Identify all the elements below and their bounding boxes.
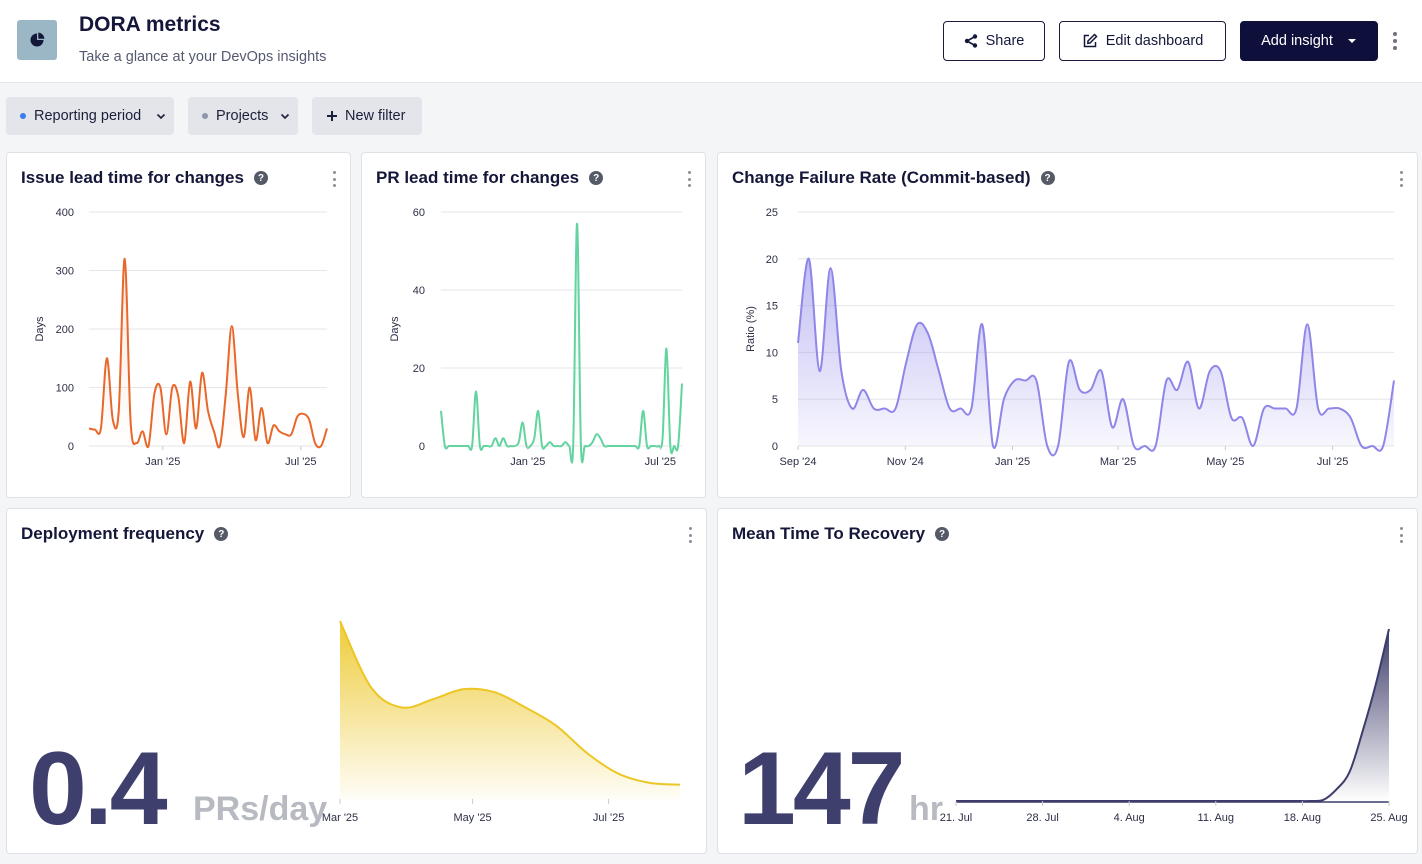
- filter-label: Projects: [216, 108, 269, 124]
- change-failure-rate-card: 0 5 10 15 20 25 Ratio (%) Sep '24 Nov '24 Jan '25…: [717, 152, 1418, 498]
- help-icon[interactable]: ?: [1040, 171, 1055, 185]
- series-line: [797, 257, 1395, 457]
- card-title: PR lead time for changes?: [376, 168, 604, 188]
- x-tick-label: 21. Jul: [940, 812, 972, 824]
- issue-lead-time-card: 0 100 200 300 400 Days Jan '25 Jul '25 Issue le…: [6, 152, 351, 498]
- y-tick-label: 40: [413, 285, 425, 297]
- more-options-icon[interactable]: [1387, 29, 1403, 53]
- edit-dashboard-button[interactable]: Edit dashboard: [1059, 21, 1226, 61]
- x-tick-label: Jul '25: [285, 456, 316, 468]
- plus-icon: [327, 111, 337, 121]
- y-tick-label: 100: [56, 383, 74, 395]
- x-tick-label: Jan '25: [510, 456, 545, 468]
- edit-icon: [1083, 33, 1098, 48]
- y-tick-label: 300: [56, 266, 74, 278]
- new-filter-button[interactable]: New filter: [312, 97, 422, 135]
- y-tick-label: 25: [766, 207, 778, 219]
- series-area: [956, 629, 1389, 802]
- card-title: Deployment frequency?: [21, 524, 229, 544]
- x-tick-label: 4. Aug: [1114, 812, 1145, 824]
- mttr-value: 147: [738, 731, 906, 847]
- page-title: DORA metrics: [79, 13, 221, 36]
- deployment-frequency-card: Mar '25 May '25 Jul '25 Deployment frequen…: [6, 508, 707, 854]
- series-area: [89, 258, 327, 448]
- pie-chart-icon: [30, 32, 45, 47]
- x-tick-label: Sep '24: [780, 456, 817, 468]
- x-tick-label: Mar '25: [1100, 456, 1136, 468]
- filter-projects[interactable]: Projects: [188, 97, 298, 135]
- series-line: [956, 628, 1390, 803]
- help-icon[interactable]: ?: [589, 171, 604, 185]
- share-icon: [964, 34, 977, 48]
- y-tick-label: 0: [419, 441, 425, 453]
- dashboard-icon: [17, 20, 57, 60]
- y-tick-label: 0: [772, 441, 778, 453]
- y-tick-label: 60: [413, 207, 425, 219]
- mean-time-to-recovery-card: 21. Jul 28. Jul 4. Aug 11. Aug 18. Aug 25. Au…: [717, 508, 1418, 854]
- x-tick-label: Jan '25: [995, 456, 1030, 468]
- help-icon[interactable]: ?: [253, 171, 268, 185]
- card-title: Change Failure Rate (Commit-based)?: [732, 168, 1055, 188]
- filter-label: Reporting period: [34, 108, 142, 124]
- card-menu-icon[interactable]: [329, 171, 339, 187]
- deployment-frequency-unit: PRs/day: [193, 790, 328, 828]
- y-tick-label: 200: [56, 324, 74, 336]
- issue_lead-chart: 0 100 200 300 400 Days Jan '25 Jul '25: [34, 207, 328, 468]
- card-title: Mean Time To Recovery?: [732, 524, 950, 544]
- chevron-down-icon: [156, 113, 166, 119]
- card-menu-icon[interactable]: [1396, 527, 1406, 543]
- new-filter-label: New filter: [345, 108, 406, 124]
- y-tick-label: 20: [413, 363, 425, 375]
- card-menu-icon[interactable]: [1396, 171, 1406, 187]
- x-tick-label: May '25: [454, 812, 492, 824]
- share-button[interactable]: Share: [943, 21, 1045, 61]
- help-icon[interactable]: ?: [935, 527, 950, 541]
- edit-dashboard-label: Edit dashboard: [1105, 33, 1204, 49]
- page-subtitle: Take a glance at your DevOps insights: [79, 49, 327, 65]
- series-area: [340, 621, 680, 799]
- mttr-unit: hr: [909, 790, 943, 828]
- chevron-down-icon: [280, 113, 290, 119]
- x-tick-label: Jul '25: [1317, 456, 1348, 468]
- filter-reporting-period[interactable]: Reporting period: [6, 97, 174, 135]
- card-title: Issue lead time for changes?: [21, 168, 268, 188]
- status-dot: [202, 113, 208, 119]
- pr-lead-time-card: 0 20 40 60 Days Jan '25 Jul '25 PR lead time f…: [361, 152, 706, 498]
- y-tick-label: 20: [766, 254, 778, 266]
- y-tick-label: 0: [68, 441, 74, 453]
- pr_lead-chart: 0 20 40 60 Days Jan '25 Jul '25: [389, 207, 683, 468]
- x-tick-label: May '25: [1206, 456, 1244, 468]
- mttr-chart: 21. Jul 28. Jul 4. Aug 11. Aug 18. Aug 25. Au…: [940, 628, 1408, 824]
- x-tick-label: 28. Jul: [1026, 812, 1058, 824]
- x-tick-label: Jul '25: [593, 812, 624, 824]
- y-tick-label: 15: [766, 301, 778, 313]
- deployment-frequency-value: 0.4: [29, 731, 168, 847]
- add-insight-label: Add insight: [1261, 33, 1333, 49]
- status-dot: [20, 113, 26, 119]
- add-insight-button[interactable]: Add insight: [1240, 21, 1378, 61]
- card-menu-icon[interactable]: [685, 527, 695, 543]
- x-tick-label: Jul '25: [645, 456, 676, 468]
- y-axis-label: Days: [389, 316, 401, 342]
- x-tick-label: Jan '25: [145, 456, 180, 468]
- cfr-chart: 0 5 10 15 20 25 Ratio (%) Sep '24 Nov '24 Jan '25…: [745, 207, 1395, 468]
- x-tick-label: 18. Aug: [1284, 812, 1321, 824]
- series-line: [339, 620, 681, 786]
- x-tick-label: 25. Aug: [1370, 812, 1407, 824]
- y-axis-label: Ratio (%): [745, 306, 757, 352]
- series-area: [798, 258, 1394, 456]
- x-tick-label: 11. Aug: [1198, 812, 1235, 824]
- card-menu-icon[interactable]: [684, 171, 694, 187]
- y-tick-label: 10: [766, 347, 778, 359]
- deploy-chart: Mar '25 May '25 Jul '25: [322, 620, 681, 824]
- share-label: Share: [985, 33, 1025, 49]
- y-axis-label: Days: [34, 316, 46, 342]
- x-tick-label: Nov '24: [887, 456, 924, 468]
- caret-down-icon: [1347, 39, 1356, 43]
- page-header: DORA metrics Take a glance at your DevOp…: [0, 0, 1422, 83]
- y-tick-label: 400: [56, 207, 74, 219]
- y-tick-label: 5: [772, 394, 778, 406]
- help-icon[interactable]: ?: [214, 527, 229, 541]
- x-tick-label: Mar '25: [322, 812, 358, 824]
